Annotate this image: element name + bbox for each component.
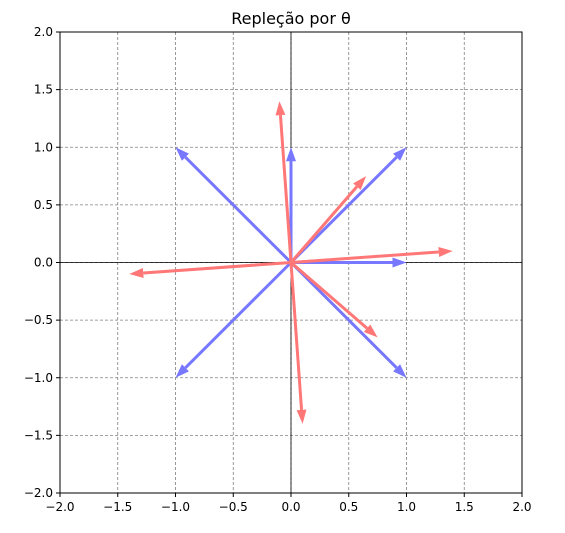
vector-shaft [184, 156, 293, 264]
vector-shaft [290, 261, 369, 330]
y-tick-label: 1.5 [34, 83, 53, 97]
vector-arrowhead [275, 101, 286, 116]
x-tick-label: 1.0 [397, 500, 416, 514]
y-axis: −2.0 −1.5 −1.0 −0.5 0.0 0.5 1.0 1.5 2.0 [24, 25, 60, 500]
vector-arrowhead [175, 147, 189, 161]
vector-arrowhead [393, 364, 407, 378]
vector-shaft [289, 262, 304, 410]
y-tick-label: −0.5 [24, 313, 53, 327]
vector-arrowhead [296, 409, 307, 424]
x-axis: −2.0 −1.5 −1.0 −0.5 0.0 0.5 1.0 1.5 2.0 [45, 493, 532, 514]
y-tick-label: −2.0 [24, 486, 53, 500]
y-tick-label: 0.0 [34, 256, 53, 270]
vector-shaft [184, 261, 293, 369]
x-tick-label: −1.5 [103, 500, 132, 514]
vector-arrowhead [175, 364, 189, 378]
vector-arrowhead [438, 247, 453, 257]
y-tick-label: −1.5 [24, 428, 53, 442]
y-tick-label: 2.0 [34, 25, 53, 39]
x-tick-label: 1.5 [455, 500, 474, 514]
vector-shaft [278, 115, 293, 263]
vector-shaft [290, 250, 439, 264]
y-tick-label: 1.0 [34, 140, 53, 154]
x-tick-label: 0.5 [339, 500, 358, 514]
vector-arrowhead [286, 147, 296, 162]
vector-arrowhead [393, 147, 407, 161]
y-tick-label: −1.0 [24, 371, 53, 385]
vector-field [129, 101, 453, 424]
vector-arrowhead [363, 324, 378, 338]
vector-arrowhead [353, 176, 367, 190]
x-tick-label: −0.5 [219, 500, 248, 514]
vector-arrowhead [392, 257, 407, 268]
x-tick-label: 0.0 [281, 500, 300, 514]
x-tick-label: −1.0 [161, 500, 190, 514]
x-tick-label: −2.0 [45, 500, 74, 514]
x-tick-label: 2.0 [512, 500, 531, 514]
vector-arrowhead [129, 268, 144, 278]
y-tick-label: 0.5 [34, 198, 53, 212]
vector-shaft [143, 261, 292, 275]
vector-shaft [289, 185, 359, 264]
chart-title: Repleção por θ [231, 9, 351, 28]
vector-shaft [289, 156, 398, 264]
vector-shaft [289, 261, 398, 369]
